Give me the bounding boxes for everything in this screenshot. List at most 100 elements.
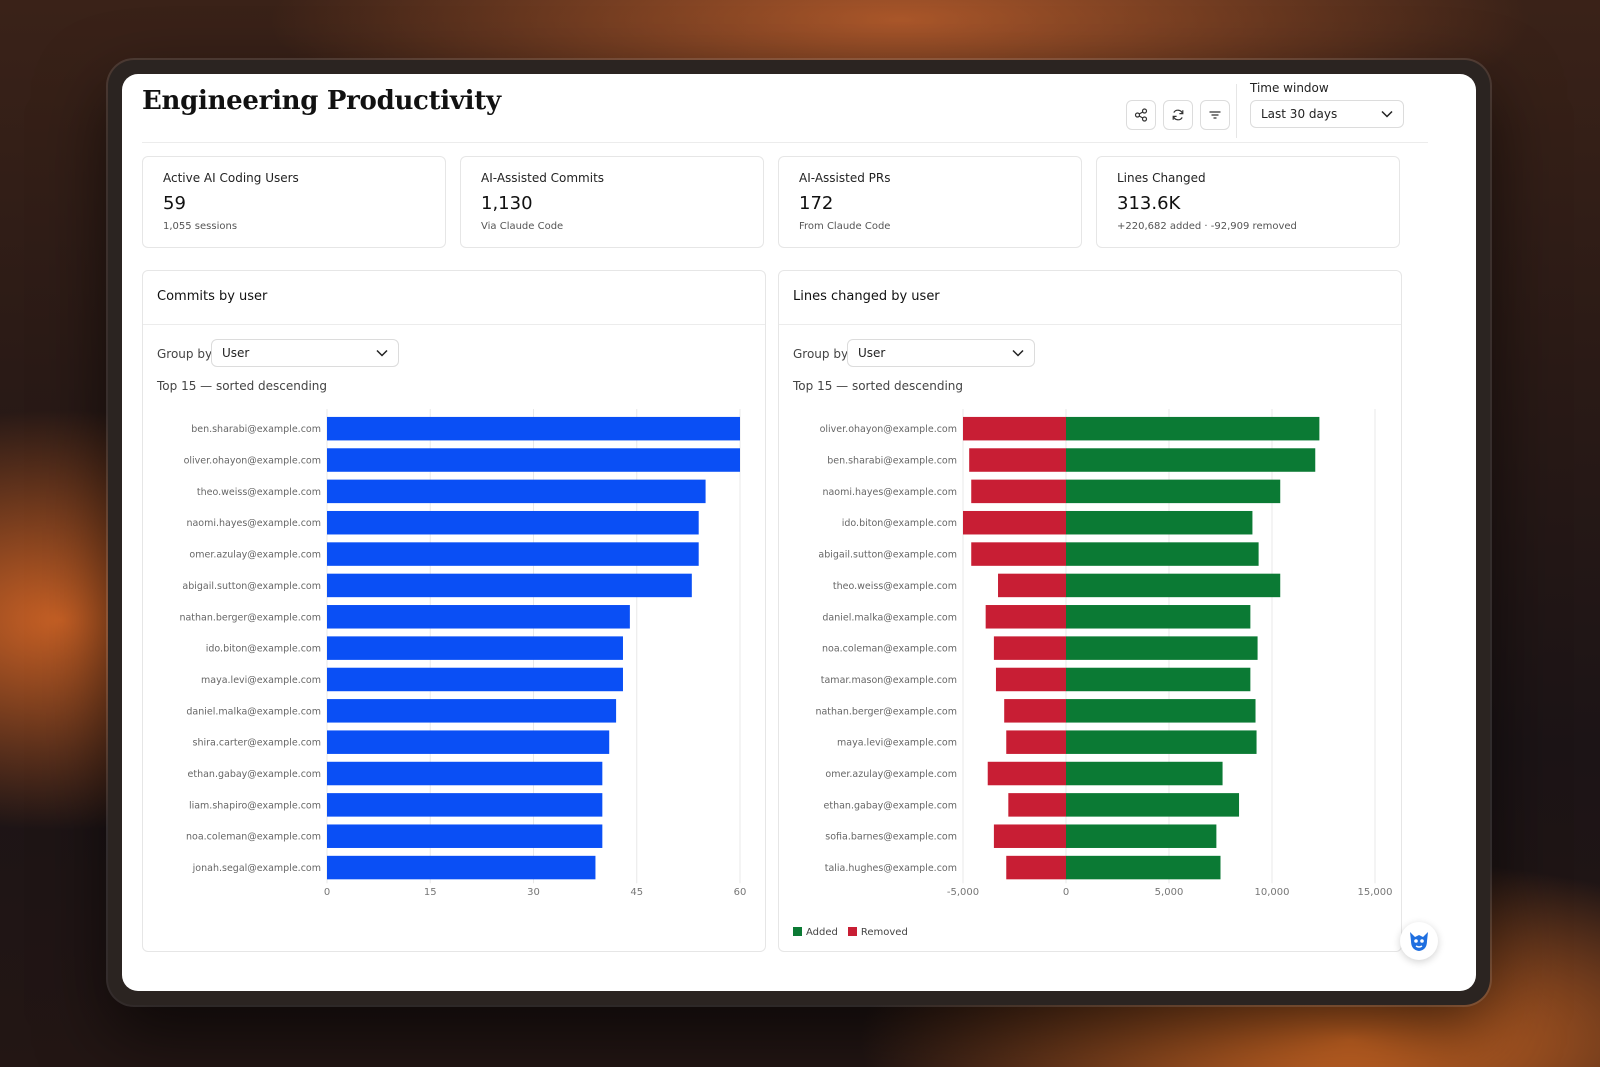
assistant-button[interactable] <box>1400 922 1438 960</box>
kpi-value: 172 <box>799 193 834 214</box>
commit-bar <box>327 667 623 692</box>
commit-bar <box>327 855 596 880</box>
y-tick-label: shira.carter@example.com <box>193 738 321 749</box>
commit-bar <box>327 479 706 504</box>
chevron-down-icon <box>376 349 388 357</box>
group-by-select[interactable]: User <box>847 339 1035 367</box>
commits-bar-chart: 0 15 30 45 60 ben.sharabi@example.com oliver.o… <box>179 409 746 898</box>
x-tick-label: 45 <box>630 887 643 898</box>
refresh-icon <box>1172 109 1184 121</box>
lines-changed-by-user-panel: Lines changed by user Group by User Top … <box>778 270 1402 952</box>
legend-label-removed: Removed <box>860 927 908 938</box>
removed-bar <box>987 761 1066 786</box>
added-bar <box>1066 605 1251 629</box>
commit-bar <box>327 761 603 786</box>
removed-bar <box>993 636 1066 660</box>
commits-by-user-panel: Commits by user Group by User Top 15 — s… <box>142 270 766 952</box>
filter-icon <box>1209 111 1221 119</box>
y-tick-label: abigail.sutton@example.com <box>182 581 321 592</box>
y-tick-label: maya.levi@example.com <box>837 738 957 749</box>
y-tick-label: ethan.gabay@example.com <box>188 769 321 780</box>
x-tick-label: -5,000 <box>947 887 979 898</box>
kpi-label: Lines Changed <box>1117 171 1206 185</box>
kpi-card-prs: AI-Assisted PRs 172 From Claude Code <box>778 156 1082 248</box>
added-bar <box>1066 793 1240 817</box>
added-bar <box>1066 636 1258 660</box>
y-tick-label: naomi.hayes@example.com <box>822 487 957 498</box>
filter-button[interactable] <box>1200 100 1230 130</box>
page-title: Engineering Productivity <box>142 86 501 116</box>
y-tick-label: ido.biton@example.com <box>842 518 957 529</box>
y-tick-label: nathan.berger@example.com <box>179 612 321 623</box>
group-by-select[interactable]: User <box>211 339 399 367</box>
top-n-note: Top 15 — sorted descending <box>157 379 328 393</box>
removed-bar <box>969 448 1066 472</box>
kpi-subtext: +220,682 added · -92,909 removed <box>1117 221 1297 232</box>
added-bar <box>1066 667 1251 692</box>
removed-bar <box>993 824 1066 848</box>
panel-title: Lines changed by user <box>793 289 940 304</box>
y-tick-label: ido.biton@example.com <box>206 644 321 655</box>
group-by-label: Group by <box>157 347 213 361</box>
group-by-value: User <box>858 346 886 360</box>
commit-bar <box>327 793 603 817</box>
removed-bar <box>1006 730 1066 754</box>
kpi-card-commits: AI-Assisted Commits 1,130 Via Claude Cod… <box>460 156 764 248</box>
added-bar <box>1066 855 1221 880</box>
panel-title: Commits by user <box>157 289 268 304</box>
y-tick-label: jonah.segal@example.com <box>192 863 321 874</box>
legend-swatch-removed <box>847 927 857 936</box>
y-tick-label: oliver.ohayon@example.com <box>184 456 321 467</box>
legend-swatch-added <box>793 927 802 936</box>
added-bar <box>1066 448 1316 472</box>
added-bar <box>1066 416 1320 441</box>
x-tick-label: 10,000 <box>1255 887 1290 898</box>
chart-legend: Added Removed <box>793 927 908 938</box>
removed-bar <box>995 667 1066 692</box>
kpi-label: AI-Assisted Commits <box>481 171 605 185</box>
kpi-label: AI-Assisted PRs <box>799 171 891 185</box>
y-tick-label: daniel.malka@example.com <box>822 612 957 623</box>
kpi-value: 59 <box>163 193 186 214</box>
added-bar <box>1066 479 1281 504</box>
commit-bar <box>327 416 740 441</box>
y-tick-label: ben.sharabi@example.com <box>827 456 957 467</box>
share-icon <box>1134 108 1148 122</box>
commit-bar <box>327 510 699 535</box>
removed-bar <box>1006 855 1066 880</box>
x-tick-label: 15 <box>424 887 437 898</box>
added-bar <box>1066 699 1256 723</box>
time-window-label: Time window <box>1250 81 1329 95</box>
panel-divider <box>143 324 765 325</box>
refresh-button[interactable] <box>1163 100 1193 130</box>
kpi-value: 1,130 <box>481 193 533 214</box>
added-bar <box>1066 824 1217 848</box>
removed-bar <box>1004 699 1066 723</box>
legend-item-removed: Removed <box>847 927 908 938</box>
time-window-select[interactable]: Last 30 days <box>1250 100 1404 128</box>
share-button[interactable] <box>1126 100 1156 130</box>
panel-divider <box>779 324 1401 325</box>
added-bar <box>1066 510 1253 535</box>
commit-bar <box>327 730 610 754</box>
commit-bar <box>327 573 692 598</box>
x-tick-label: 0 <box>1063 887 1069 898</box>
y-tick-label: theo.weiss@example.com <box>833 581 957 592</box>
y-tick-label: daniel.malka@example.com <box>186 706 321 717</box>
kpi-card-active-users: Active AI Coding Users 59 1,055 sessions <box>142 156 446 248</box>
y-tick-label: sofia.barnes@example.com <box>825 832 957 843</box>
kpi-value: 313.6K <box>1117 193 1181 214</box>
kpi-card-lines-changed: Lines Changed 313.6K +220,682 added · -9… <box>1096 156 1400 248</box>
y-tick-label: liam.shapiro@example.com <box>189 800 321 811</box>
y-tick-label: omer.azulay@example.com <box>825 769 957 780</box>
removed-bar <box>998 573 1066 598</box>
commit-bar <box>327 605 630 629</box>
commit-bar <box>327 636 623 660</box>
y-tick-label: abigail.sutton@example.com <box>818 550 957 561</box>
lines-diverging-bar-chart: -5,000 0 5,000 10,000 15,000 oliver.ohayon@ex… <box>815 409 1393 898</box>
commit-bar <box>327 448 740 472</box>
header-separator <box>1236 84 1237 138</box>
removed-bar <box>971 479 1066 504</box>
commit-bar <box>327 699 617 723</box>
y-tick-label: nathan.berger@example.com <box>815 706 957 717</box>
